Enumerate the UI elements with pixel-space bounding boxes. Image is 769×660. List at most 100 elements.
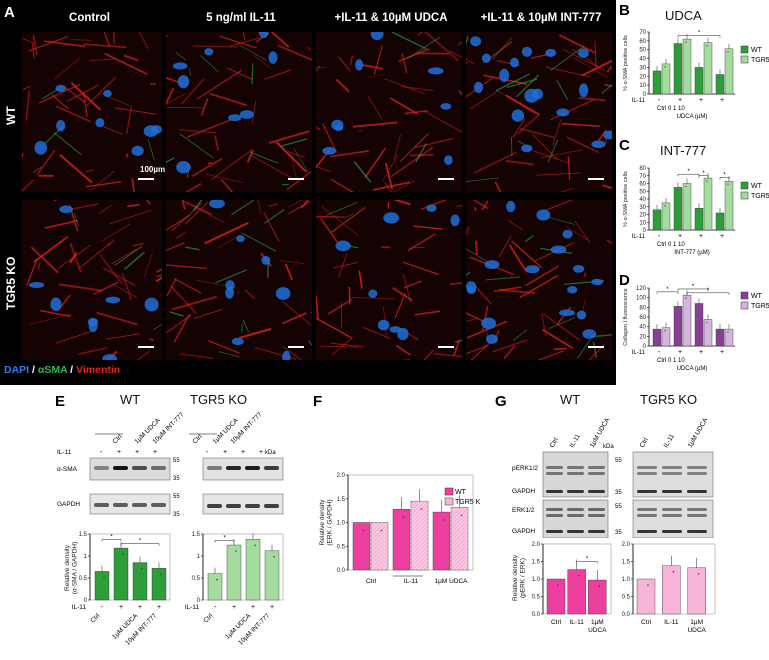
legend-swatch [740, 191, 749, 200]
vimentin-fiber [22, 152, 24, 159]
hatch [421, 563, 429, 571]
nucleus [521, 144, 533, 153]
nucleus [525, 265, 540, 274]
vimentin-fiber [207, 161, 212, 165]
hatch [410, 535, 429, 554]
hatch [410, 543, 429, 562]
nucleus [176, 161, 191, 174]
vimentin-fiber [83, 43, 127, 49]
band [588, 490, 605, 493]
data-point [676, 45, 678, 48]
x-tick-label: Ctrl [89, 612, 101, 624]
y-tick-label: 1.0 [622, 577, 631, 583]
vimentin-fiber [289, 152, 297, 178]
vimentin-fiber [287, 151, 305, 158]
micrograph-image [166, 200, 312, 360]
chart-f: 0.0 0.5 1.0 1.5 2.0 Ctrl IL-11 1µM UDCA Relative… [319, 473, 480, 585]
vimentin-fiber [70, 82, 102, 111]
y-tick-label: 1.0 [532, 577, 541, 583]
nucleus [334, 124, 344, 131]
x-tick-label: Ctrl [551, 619, 562, 626]
y-tick-label: 70 [639, 30, 646, 36]
bar-wt [673, 306, 683, 347]
data-point [362, 529, 365, 532]
vimentin-fiber [181, 200, 186, 210]
mw-35: 35 [173, 512, 180, 518]
vimentin-fiber [469, 90, 499, 110]
scale-bar [588, 178, 604, 180]
significance-star: * [698, 31, 701, 37]
vimentin-fiber [196, 69, 243, 100]
vimentin-fiber [51, 94, 70, 110]
y-tick-label: 0.5 [192, 576, 201, 582]
vimentin-fiber [449, 50, 462, 58]
asma-fiber [231, 200, 254, 216]
vimentin-fiber [542, 313, 581, 342]
nucleus [56, 119, 66, 132]
nucleus [95, 118, 105, 128]
bar-tgr5-ko [682, 183, 692, 231]
asma-fiber [241, 232, 276, 252]
data-point [718, 331, 720, 333]
vimentin-fiber [498, 235, 512, 257]
vimentin-fiber [63, 85, 86, 103]
hatch [410, 539, 429, 558]
hatch [410, 507, 429, 526]
il11-sign: + [678, 97, 682, 104]
y-tick-label: 0.5 [337, 544, 346, 550]
il11-sign: + [270, 604, 274, 611]
vimentin-fiber [184, 201, 213, 215]
nucleus [231, 337, 244, 346]
band [687, 472, 707, 475]
vimentin-fiber [321, 206, 360, 237]
micrograph-background [316, 200, 462, 360]
vimentin-fiber [395, 344, 412, 356]
nucleus [550, 245, 567, 254]
hatch [410, 547, 429, 566]
micrograph-tile [22, 32, 162, 192]
panel-c-title: INT-777 [660, 143, 707, 158]
mw-35: 35 [173, 476, 180, 482]
asma-fiber [546, 216, 575, 225]
nucleus [28, 281, 45, 288]
vimentin-fiber [25, 90, 30, 121]
mw-55: 55 [173, 458, 180, 464]
hatch [410, 551, 429, 570]
band [588, 466, 605, 469]
bar [113, 547, 129, 601]
nucleus [268, 51, 278, 64]
vimentin-fiber [404, 110, 429, 115]
vimentin-fiber [104, 52, 148, 76]
hatch [370, 549, 389, 567]
nucleus [481, 53, 491, 63]
lane-label-ko: Ctrl [639, 436, 650, 449]
bar-wt [652, 328, 662, 347]
bar-wt [715, 328, 725, 347]
micrograph-background [316, 32, 462, 192]
band [207, 504, 222, 508]
vimentin-fiber [58, 283, 103, 292]
hatch [450, 538, 469, 556]
band [264, 504, 279, 508]
hatch [450, 514, 469, 532]
il11-sign: + [117, 449, 121, 456]
vimentin-fiber [217, 235, 240, 249]
asma-fiber [280, 138, 308, 147]
vimentin-fiber [503, 345, 516, 360]
y-tick-label: 2.0 [337, 473, 346, 479]
asma-fiber [73, 212, 79, 227]
nucleus [426, 204, 437, 212]
x-tick-labels: Ctrl 0 1 10 [657, 242, 685, 248]
vimentin-fiber [381, 246, 391, 249]
panel-letter-b: B [619, 2, 630, 19]
vimentin-fiber [242, 32, 246, 41]
bar-wt [652, 70, 662, 95]
nucleus [204, 48, 214, 56]
stain-asma: αSMA [37, 364, 68, 376]
y-tick-label: 1.5 [622, 560, 631, 566]
legend-label: TGR5 KO [751, 303, 769, 310]
y-tick-label: 60 [639, 39, 646, 45]
y-tick-label: 20 [639, 74, 646, 80]
il11-label: IL-11 [57, 449, 72, 456]
legend-label: TGR5 KO [751, 193, 769, 200]
